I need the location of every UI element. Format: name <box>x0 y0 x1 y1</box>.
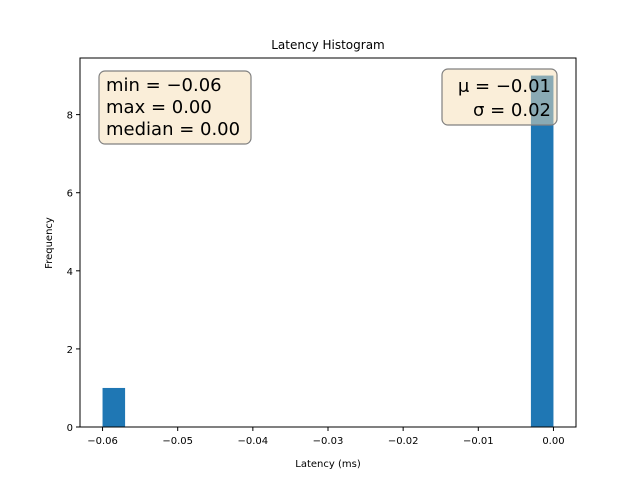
y-tick-label: 2 <box>67 345 73 356</box>
x-tick-label: 0.00 <box>542 436 564 447</box>
stat-mean: μ = −0.01 <box>458 76 551 97</box>
bars-group <box>102 75 554 428</box>
stat-std: σ = 0.02 <box>473 100 551 121</box>
x-axis-label: Latency (ms) <box>295 459 361 470</box>
stats-box-right: μ = −0.01 σ = 0.02 <box>441 68 558 126</box>
y-tick-label: 6 <box>67 189 73 200</box>
stat-min: min = −0.06 <box>106 75 222 96</box>
x-tick-label: −0.01 <box>463 436 494 447</box>
x-tick-label: −0.02 <box>388 436 419 447</box>
x-axis-ticks: −0.06 −0.05 −0.04 −0.03 −0.02 −0.01 0.00 <box>87 427 565 447</box>
chart-title: Latency Histogram <box>271 38 385 52</box>
x-tick-label: −0.06 <box>87 436 118 447</box>
y-axis-label: Frequency <box>44 217 55 269</box>
x-tick-label: −0.03 <box>313 436 344 447</box>
x-tick-label: −0.05 <box>162 436 193 447</box>
y-tick-label: 0 <box>67 423 73 434</box>
histogram-bar-0 <box>102 387 126 427</box>
histogram-bar-1 <box>530 75 554 428</box>
x-tick-label: −0.04 <box>238 436 269 447</box>
y-axis-ticks: 0 2 4 6 8 <box>67 111 80 434</box>
stat-max: max = 0.00 <box>106 97 212 118</box>
stat-median: median = 0.00 <box>106 119 240 140</box>
y-tick-label: 4 <box>67 267 73 278</box>
y-tick-label: 8 <box>67 111 73 122</box>
stats-box-left-bg <box>98 70 252 145</box>
stats-box-left: min = −0.06 max = 0.00 median = 0.00 <box>98 70 252 145</box>
stats-box-right-bg <box>441 68 558 126</box>
